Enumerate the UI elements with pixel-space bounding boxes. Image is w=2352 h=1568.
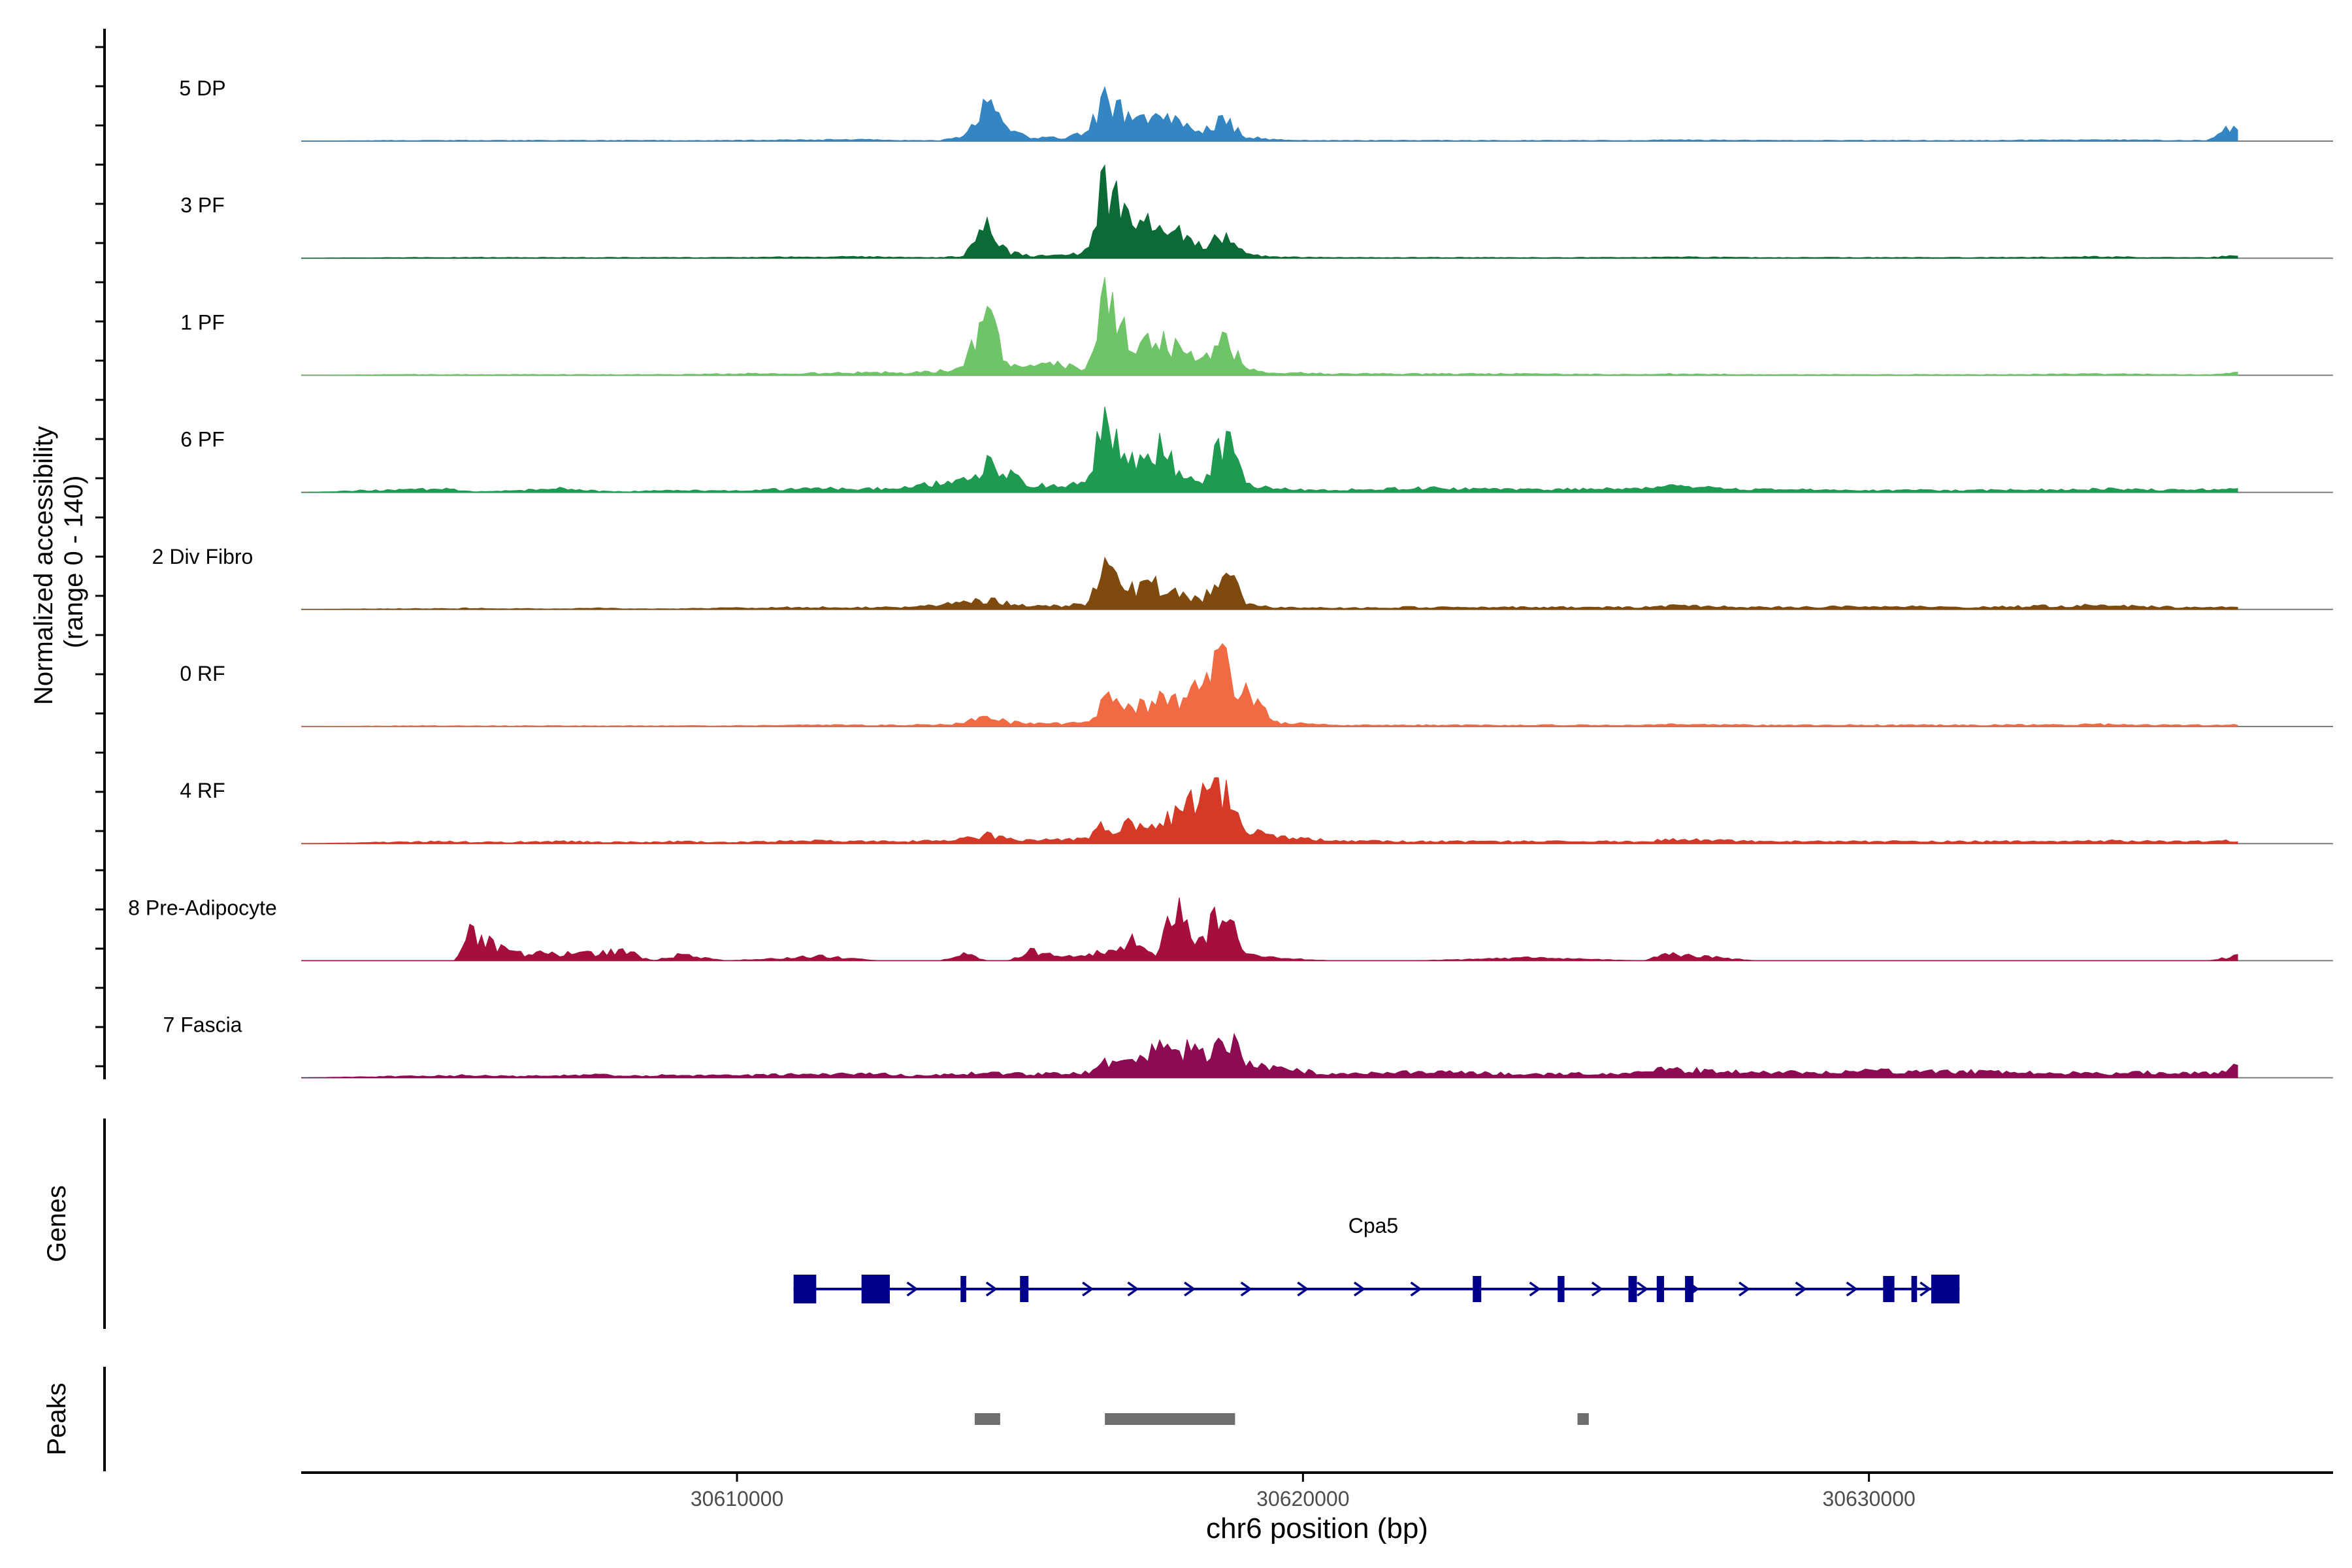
y-axis-title-line-2: (range 0 - 140) xyxy=(59,476,88,649)
coverage-area xyxy=(301,556,2238,610)
gene-models: Cpa5 xyxy=(793,1214,1960,1303)
strand-arrow xyxy=(1353,1281,1365,1297)
track-4-rf: 4 RF xyxy=(180,777,2333,845)
track-0-rf: 0 RF xyxy=(180,643,2333,727)
peak-bar xyxy=(1105,1413,1235,1425)
exon xyxy=(1558,1276,1565,1302)
peak-regions xyxy=(974,1413,1589,1425)
coverage-y-axis-title: Normalized accessibility (range 0 - 140) xyxy=(29,419,88,705)
coverage-tracks: 5 DP 3 PF 1 PF 6 PF 2 Div Fibro 0 RF 4 RF 8 Pre… xyxy=(128,76,2333,1079)
track-label: 7 Fascia xyxy=(163,1013,242,1037)
x-axis-ticks: 30610000 30620000 30630000 xyxy=(691,1473,1916,1511)
strand-arrow xyxy=(1591,1281,1603,1297)
exon xyxy=(793,1275,817,1303)
exon xyxy=(1656,1276,1665,1302)
x-tick-label: 30610000 xyxy=(691,1487,783,1511)
track-6-pf: 6 PF xyxy=(180,406,2333,493)
track-label: 5 DP xyxy=(179,76,225,100)
coverage-area xyxy=(301,406,2238,493)
coverage-y-ticks xyxy=(95,46,105,1068)
strand-arrow xyxy=(1846,1281,1858,1297)
peaks-panel-label: Peaks xyxy=(42,1382,71,1455)
strand-arrow xyxy=(1297,1281,1309,1297)
strand-arrow xyxy=(906,1281,919,1297)
strand-arrow xyxy=(1082,1281,1094,1297)
strand-arrow xyxy=(1529,1281,1541,1297)
track-1-pf: 1 PF xyxy=(180,277,2333,376)
exon xyxy=(1685,1276,1694,1302)
coverage-area xyxy=(301,897,2238,961)
exon xyxy=(1883,1276,1895,1302)
strand-arrow xyxy=(1919,1281,1932,1297)
coverage-area xyxy=(301,1032,2238,1079)
coverage-area xyxy=(301,643,2238,727)
x-axis-title: chr6 position (bp) xyxy=(1206,1512,1428,1544)
track-label: 6 PF xyxy=(180,428,225,451)
track-label: 2 Div Fibro xyxy=(152,545,253,568)
coverage-area xyxy=(301,86,2238,142)
coverage-area xyxy=(301,777,2238,844)
peak-bar xyxy=(1577,1413,1589,1425)
strand-arrow xyxy=(1127,1281,1139,1297)
strand-arrow xyxy=(1739,1281,1751,1297)
exon xyxy=(1020,1276,1029,1302)
track-3-pf: 3 PF xyxy=(180,164,2333,259)
x-tick-label: 30630000 xyxy=(1822,1487,1915,1511)
track-8-pre-adipocyte: 8 Pre-Adipocyte xyxy=(128,896,2333,962)
genes-panel-label: Genes xyxy=(42,1185,71,1262)
exon xyxy=(861,1275,890,1303)
track-7-fascia: 7 Fascia xyxy=(163,1013,2333,1079)
strand-arrow xyxy=(1184,1281,1196,1297)
exon xyxy=(1931,1275,1960,1303)
track-label: 4 RF xyxy=(180,779,225,802)
track-label: 3 PF xyxy=(180,193,225,217)
track-label: 1 PF xyxy=(180,310,225,334)
gene-name-label: Cpa5 xyxy=(1348,1214,1399,1237)
strand-arrow xyxy=(985,1281,998,1297)
exon xyxy=(1473,1276,1482,1302)
track-2-div-fibro: 2 Div Fibro xyxy=(152,545,2333,610)
strand-arrow xyxy=(1410,1281,1422,1297)
strand-arrow xyxy=(1795,1281,1807,1297)
track-label: 0 RF xyxy=(180,662,225,685)
exon xyxy=(1628,1276,1637,1302)
coverage-area xyxy=(301,277,2238,376)
track-label: 8 Pre-Adipocyte xyxy=(128,896,277,919)
exon xyxy=(1911,1276,1918,1302)
y-axis-title-line-1: Normalized accessibility xyxy=(29,426,58,705)
coverage-area xyxy=(301,164,2238,259)
track-5-dp: 5 DP xyxy=(179,76,2333,142)
strand-arrow xyxy=(1637,1281,1649,1297)
gene-cpa5: Cpa5 xyxy=(793,1214,1960,1303)
peak-bar xyxy=(974,1413,1000,1425)
strand-arrow xyxy=(1240,1281,1252,1297)
x-tick-label: 30620000 xyxy=(1256,1487,1349,1511)
exon xyxy=(960,1276,966,1302)
